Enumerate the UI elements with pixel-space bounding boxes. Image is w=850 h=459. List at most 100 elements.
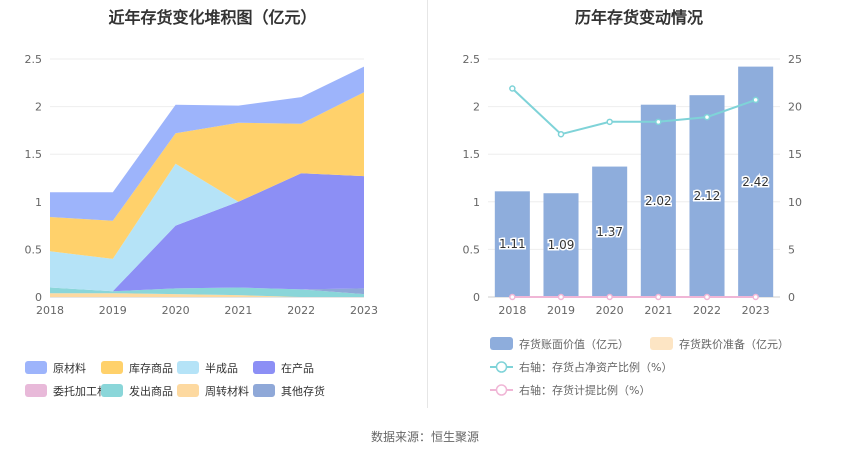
legend-label: 其他存货 [281,384,325,398]
x-tick-label: 2022 [693,304,721,317]
panel-divider [427,0,428,408]
right-chart-title: 历年存货变动情况 [574,8,703,27]
x-tick-label: 2019 [547,304,575,317]
y2-tick-label: 15 [788,148,802,161]
legend-label: 右轴：存货占净资产比例（%） [519,360,672,374]
x-tick-label: 2018 [498,304,526,317]
y-tick-label: 1.5 [25,148,43,161]
x-tick-label: 2018 [36,304,64,317]
line-point [606,293,613,301]
y-tick-label: 2.5 [463,53,481,66]
legend-swatch [253,384,275,397]
left-chart-title: 近年存货变化堆积图（亿元） [108,8,317,27]
legend-item: 发出商品 [101,384,173,398]
legend-swatch [101,384,123,397]
line-point [557,293,565,301]
bar-value-label: 1.37 [596,225,623,239]
y-tick-label: 0 [35,291,42,304]
legend-swatch [25,384,47,397]
legend-label: 右轴：存货计提比例（%） [519,383,650,397]
legend-swatch [650,337,673,350]
legend-label: 存货账面价值（亿元） [519,337,629,351]
legend-item: 其他存货 [253,384,325,398]
x-tick-label: 2019 [99,304,127,317]
legend-swatch [177,361,199,374]
y-tick-label: 2.5 [25,53,43,66]
bar-value-label: 2.02 [645,194,672,208]
legend-swatch [101,361,123,374]
line-point [703,113,711,121]
x-tick-label: 2022 [287,304,315,317]
line-point [703,293,711,301]
area-库存商品 [50,92,364,259]
x-tick-label: 2021 [644,304,672,317]
y2-tick-label: 25 [788,53,802,66]
x-tick-label: 2020 [162,304,190,317]
x-tick-label: 2023 [742,304,770,317]
legend-item: 周转材料 [177,384,249,398]
bar-value-label: 2.42 [742,175,769,189]
legend-label: 原材料 [53,361,86,375]
y-tick-label: 1 [35,196,42,209]
bar-2021 [640,104,676,297]
line-point [655,118,662,126]
y2-tick-label: 10 [788,196,802,209]
legend-label: 存货跌价准备（亿元） [679,337,789,351]
legend-item: 原材料 [25,361,86,375]
y2-tick-label: 0 [788,291,795,304]
area-发出商品 [50,287,364,297]
line-point [655,293,662,301]
x-tick-label: 2021 [224,304,252,317]
bar-value-label: 1.09 [548,238,575,252]
legend-label: 库存商品 [129,361,173,375]
y-tick-label: 1.5 [463,148,481,161]
area-原材料 [50,66,364,221]
area-在产品 [50,173,364,292]
legend-item: 右轴：存货计提比例（%） [490,383,650,397]
legend-label: 在产品 [281,361,314,375]
x-tick-label: 2020 [596,304,624,317]
line-point [557,130,565,138]
legend-swatch-marker [495,384,508,396]
legend-swatch [253,361,275,374]
bar-2019 [543,193,579,297]
line-point [752,293,759,301]
y-tick-label: 0.5 [25,243,43,256]
line-point [509,85,516,92]
line-右轴：存货占净资产比例（%） [511,87,757,136]
data-source: 数据来源：恒生聚源 [370,430,479,444]
legend-swatch-marker [495,361,508,373]
y-tick-label: 0 [473,291,480,304]
x-tick-label: 2023 [350,304,378,317]
legend-swatch [25,361,47,374]
legend-swatch [177,384,199,397]
y2-tick-label: 5 [788,243,795,256]
inventory-bar-line-chart: 0 0.5 1 1.5 2 2.5 0 5 10 15 20 25 2018 2019 2020 2021 20… [463,53,803,397]
area-周转材料 [50,293,364,297]
legend-label: 半成品 [205,361,238,375]
legend-item: 右轴：存货占净资产比例（%） [490,360,672,374]
line-point [509,293,516,301]
bar-value-label: 1.11 [499,237,526,251]
line-point [752,96,759,104]
area-半成品 [50,163,364,292]
bar-2020 [592,166,628,297]
legend-item: 存货账面价值（亿元） [490,337,629,351]
legend-item: 半成品 [177,361,238,375]
legend-label: 发出商品 [129,384,173,398]
legend-item: 存货跌价准备（亿元） [650,337,789,351]
y2-tick-label: 20 [788,101,802,114]
y-tick-label: 0.5 [463,243,481,256]
legend-item: 库存商品 [101,361,173,375]
y-tick-label: 2 [35,101,42,114]
bar-2018 [494,191,530,297]
legend-label: 周转材料 [205,384,249,398]
y-tick-label: 1 [473,196,480,209]
bar-2022 [689,95,725,298]
stacked-area-chart: 0 0.5 1 1.5 2 2.5 2018 2019 2020 2021 2022 2023 原材料 库… [25,53,379,398]
y-tick-label: 2 [473,101,480,114]
line-point [606,118,613,126]
legend-item: 在产品 [253,361,314,375]
legend-swatch [490,337,513,350]
bar-value-label: 2.12 [694,189,721,203]
